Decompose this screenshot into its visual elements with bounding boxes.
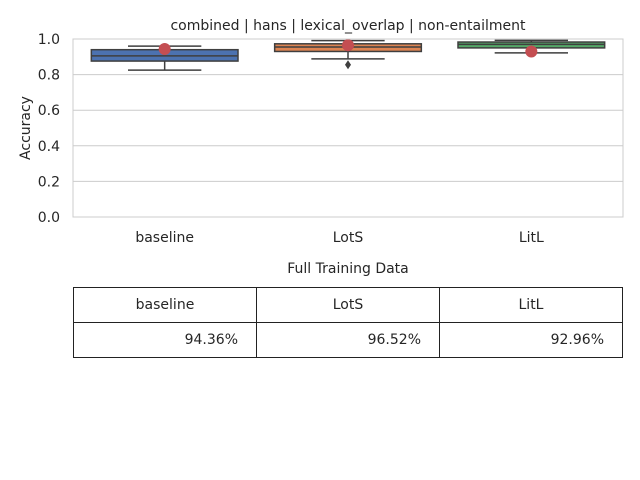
table-header-row: baseline LotS LitL [73, 287, 623, 323]
box-series [90, 39, 606, 71]
results-table: baseline LotS LitL 94.36% 96.52% 92.96% [73, 287, 623, 358]
y-tick-label: 0.0 [38, 210, 60, 226]
y-tick-label: 0.4 [38, 139, 60, 155]
table-title: Full Training Data [287, 261, 409, 277]
y-tick-label: 1.0 [38, 32, 60, 48]
table-value-cell: 96.52% [256, 322, 440, 358]
table-value-cell: 92.96% [439, 322, 623, 358]
box-baseline [90, 43, 239, 71]
accuracy-box-plot: combined | hans | lexical_overlap | non-… [18, 18, 624, 246]
table-header-cell: baseline [73, 287, 257, 323]
mean-marker [525, 45, 538, 58]
box-lots [273, 39, 423, 70]
x-tick-label: LotS [333, 230, 364, 246]
chart-title: combined | hans | lexical_overlap | non-… [170, 18, 526, 34]
mean-marker [158, 43, 171, 56]
y-tick-label: 0.8 [38, 68, 60, 84]
table-value-cell: 94.36% [73, 322, 257, 358]
box-litl [457, 39, 606, 58]
table-header-cell: LotS [256, 287, 440, 323]
y-tick-labels: 0.0 0.2 0.4 0.6 0.8 1.0 [38, 32, 60, 226]
x-tick-label: baseline [135, 230, 194, 246]
mean-marker [342, 39, 354, 52]
plot-frame [72, 38, 624, 218]
outlier-point [345, 60, 351, 70]
table-header-cell: LitL [439, 287, 623, 323]
y-tick-label: 0.6 [38, 103, 60, 119]
x-tick-label: LitL [519, 230, 544, 246]
y-tick-label: 0.2 [38, 174, 60, 190]
y-axis-label: Accuracy [18, 96, 34, 160]
x-tick-labels: baseline LotS LitL [135, 230, 544, 246]
table-value-row: 94.36% 96.52% 92.96% [73, 322, 623, 358]
